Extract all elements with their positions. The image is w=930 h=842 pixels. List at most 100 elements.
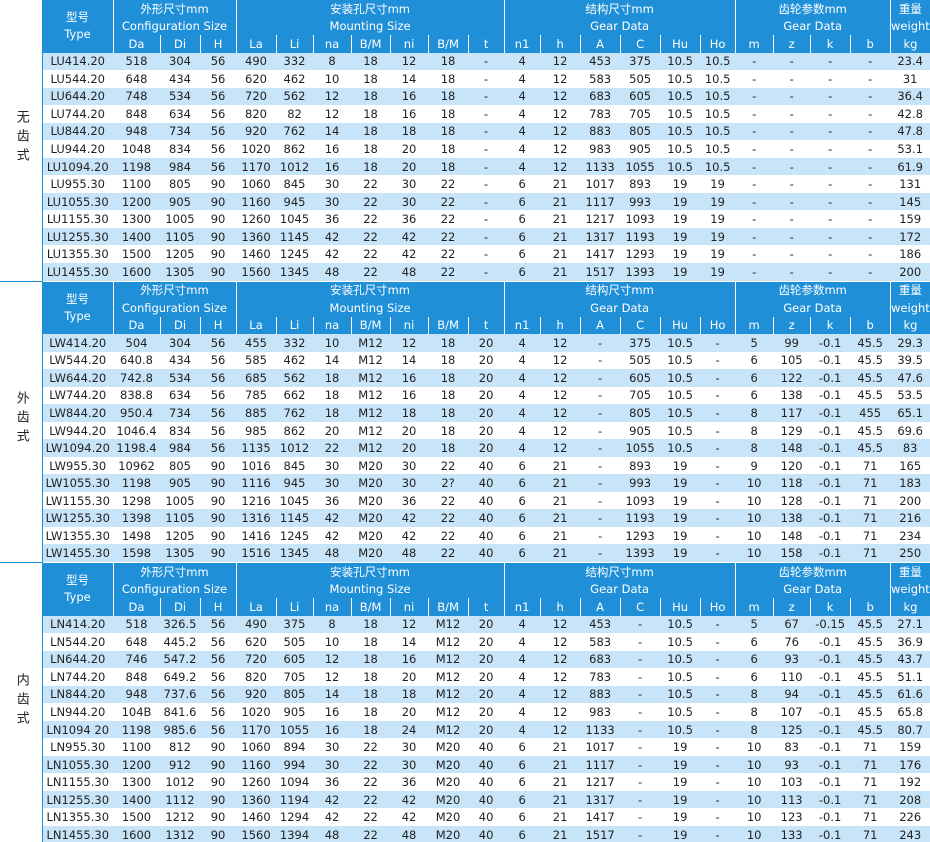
value-cell: 1170 — [236, 157, 277, 176]
column-label: z — [772, 316, 811, 335]
value-cell: 234 — [890, 526, 930, 545]
value-cell: 820 — [236, 668, 277, 686]
value-cell: M12 — [428, 615, 469, 634]
value-cell: 885 — [236, 404, 277, 422]
value-cell: 40 — [468, 474, 505, 492]
value-cell: 30 — [313, 474, 352, 492]
value-cell: 10.5 — [700, 105, 736, 123]
value-cell: 21 — [540, 544, 581, 563]
value-cell: 31 — [890, 70, 930, 88]
data-row: LU1155.30 1300 1005 90 1260 1045 36 22 36 22-6 21 1… — [0, 210, 930, 228]
value-cell: - — [735, 122, 774, 141]
value-cell: - — [700, 825, 736, 842]
value-cell: 145 — [890, 192, 930, 211]
value-cell: 18 — [351, 140, 391, 158]
value-cell: - — [620, 668, 661, 686]
value-cell: - — [850, 210, 891, 228]
type-header-en: Type — [64, 27, 91, 42]
group-title: 结构尺寸mm — [503, 561, 736, 581]
value-cell: 1133 — [580, 720, 621, 739]
value-cell: 1198.4 — [113, 439, 160, 457]
value-cell: -0.1 — [810, 456, 851, 475]
value-cell: 129 — [773, 421, 811, 440]
value-cell: 10 — [313, 70, 352, 88]
model-cell: LW1155.30 — [42, 491, 113, 510]
model-cell: LN1255.30 — [42, 790, 113, 809]
value-cell: 304 — [160, 52, 200, 71]
model-cell: LW414.20 — [42, 334, 113, 352]
value-cell: 6 — [504, 245, 541, 263]
value-cell: 1317 — [580, 227, 621, 246]
value-cell: 45.5 — [850, 615, 891, 634]
value-cell: 1135 — [236, 439, 277, 457]
value-cell: 183 — [890, 474, 930, 492]
column-label: na — [312, 598, 352, 616]
value-cell: 20 — [468, 351, 505, 370]
data-row: LU1455.30 1600 1305 90 1560 1345 48 22 48 22-6 21 1… — [0, 262, 930, 281]
data-row: LW1155.30 1298 1005 90 1216 1045 36 M20 36 22 40 6 2… — [0, 491, 930, 510]
value-cell: 18 — [428, 52, 469, 71]
value-cell: 862 — [276, 421, 314, 440]
value-cell: -0.1 — [810, 790, 851, 809]
value-cell: 1060 — [236, 738, 277, 756]
column-label: na — [312, 316, 352, 335]
value-cell: 1417 — [580, 245, 621, 263]
value-cell: 22 — [351, 808, 391, 826]
value-cell: 45.5 — [850, 421, 891, 440]
value-cell: 683 — [580, 650, 621, 669]
value-cell: 43.7 — [890, 650, 930, 669]
value-cell: 56 — [200, 87, 237, 106]
value-cell: M20 — [428, 790, 469, 809]
value-cell: 12 — [540, 685, 581, 704]
value-cell: 6 — [735, 369, 774, 387]
value-cell: 21 — [540, 227, 581, 246]
value-cell: 453 — [580, 615, 621, 634]
column-label: b — [849, 598, 891, 616]
value-cell: 12 — [540, 157, 581, 176]
column-label: na — [312, 35, 352, 53]
value-cell: 16 — [313, 720, 352, 739]
value-cell: 18 — [390, 122, 429, 141]
value-cell: - — [700, 668, 736, 686]
value-cell: 18 — [351, 668, 391, 686]
model-cell: LW944.20 — [42, 421, 113, 440]
value-cell: 56 — [200, 70, 237, 88]
value-cell: 71 — [850, 491, 891, 510]
value-cell: 1498 — [113, 526, 160, 545]
value-cell: 47.8 — [890, 122, 930, 141]
value-cell: 8 — [735, 703, 774, 721]
value-cell: 69.6 — [890, 421, 930, 440]
value-cell: M12 — [351, 334, 391, 352]
data-row: LU414.20 518 304 56 490 332 8 18 12 18-4 12 453 375 1… — [0, 52, 930, 71]
value-cell: 22 — [313, 439, 352, 457]
value-cell: 805 — [276, 685, 314, 704]
group-title: 齿轮参数mm — [734, 561, 891, 581]
value-cell: 634 — [160, 386, 200, 405]
value-cell: 10.5 — [660, 439, 701, 457]
value-cell: - — [700, 369, 736, 387]
value-cell: 14 — [390, 70, 429, 88]
value-cell: - — [700, 615, 736, 634]
value-cell: 883 — [580, 122, 621, 141]
value-cell: 10 — [735, 509, 774, 527]
value-cell: 8 — [735, 439, 774, 457]
value-cell: 36 — [390, 491, 429, 510]
value-cell: 21 — [540, 773, 581, 791]
column-label: Hu — [659, 316, 701, 335]
value-cell: 19 — [700, 227, 736, 246]
value-cell: 1560 — [236, 262, 277, 281]
value-cell: 4 — [504, 439, 541, 457]
value-cell: 90 — [200, 474, 237, 492]
column-label: h — [539, 35, 581, 53]
value-cell: - — [700, 351, 736, 370]
value-cell: 1245 — [276, 245, 314, 263]
value-cell: 10.5 — [660, 105, 701, 123]
value-cell: 18 — [351, 105, 391, 123]
value-cell: 20 — [390, 668, 429, 686]
value-cell: 20 — [468, 650, 505, 669]
value-cell: - — [580, 439, 621, 457]
value-cell: 434 — [160, 70, 200, 88]
value-cell: M12 — [351, 351, 391, 370]
value-cell: 138 — [773, 386, 811, 405]
